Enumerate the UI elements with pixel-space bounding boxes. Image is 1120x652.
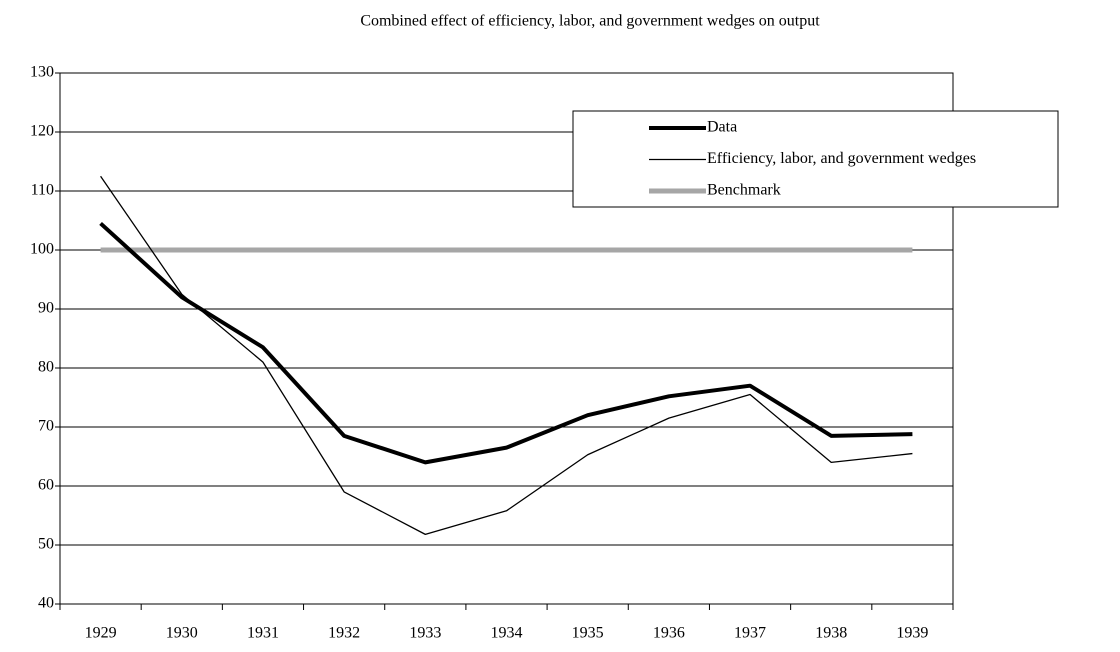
x-tick-label: 1932 xyxy=(328,625,360,642)
y-tick-label: 110 xyxy=(31,182,54,199)
x-tick-label: 1931 xyxy=(247,625,279,642)
x-tick-label: 1933 xyxy=(409,625,441,642)
chart-title: Combined effect of efficiency, labor, an… xyxy=(360,13,820,30)
y-tick-label: 90 xyxy=(38,300,54,317)
legend: Data Efficiency, labor, and government we… xyxy=(572,110,1059,208)
legend-label: Benchmark xyxy=(707,182,781,199)
series-line xyxy=(100,175,913,536)
y-tick-label: 70 xyxy=(38,418,54,435)
x-tick-label: 1939 xyxy=(896,625,928,642)
y-tick-label: 40 xyxy=(38,595,54,612)
y-tick-label: 50 xyxy=(38,536,54,553)
y-tick-label: 60 xyxy=(38,477,54,494)
x-tick-label: 1937 xyxy=(734,625,766,642)
series-line xyxy=(99,221,913,465)
x-tick-label: 1936 xyxy=(653,625,685,642)
x-tick-label: 1930 xyxy=(166,625,198,642)
legend-label: Efficiency, labor, and government wedges xyxy=(707,150,976,167)
x-tick-label: 1934 xyxy=(491,625,523,642)
y-tick-label: 130 xyxy=(30,64,54,81)
x-tick-label: 1935 xyxy=(572,625,604,642)
x-tick-label: 1938 xyxy=(815,625,847,642)
legend-label: Data xyxy=(707,119,737,136)
y-tick-label: 100 xyxy=(30,241,54,258)
x-tick-label: 1929 xyxy=(85,625,117,642)
y-tick-label: 80 xyxy=(38,359,54,376)
y-tick-label: 120 xyxy=(30,123,54,140)
